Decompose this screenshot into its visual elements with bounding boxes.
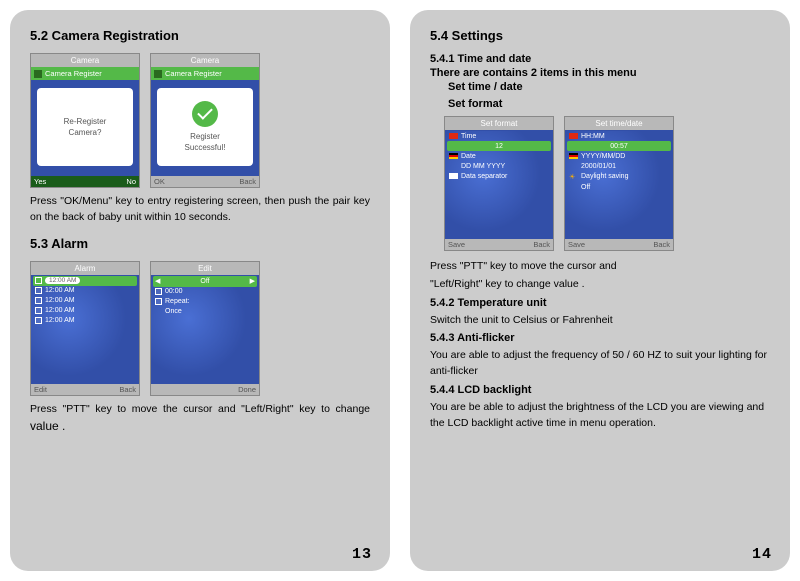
alarm-row: 12:00 AM: [33, 286, 137, 296]
check-icon: [192, 101, 218, 127]
format-row-value: 12: [447, 141, 551, 151]
heading-5-3: 5.3 Alarm: [30, 236, 370, 251]
softkey-save: Save: [448, 240, 465, 249]
edit-row: ◀Off▶: [153, 276, 257, 287]
checkbox-icon: [35, 317, 42, 324]
screen-footer: Edit Back: [31, 384, 139, 395]
edit-row: Repeat:: [153, 297, 257, 307]
softkey-save: Save: [568, 240, 585, 249]
format-row: Data separator: [447, 171, 551, 181]
td-row: HH:MM: [567, 131, 671, 141]
td-row: ☀Daylight saving: [567, 171, 671, 182]
format-row: DD MM YYYY: [447, 161, 551, 171]
screen-alarm-edit: Edit ◀Off▶ 00:00 Repeat: Once Done: [150, 261, 260, 396]
index-box: [154, 70, 162, 78]
page-number: 14: [752, 546, 772, 563]
edit-row: Once: [153, 307, 257, 317]
heading-5-4: 5.4 Settings: [430, 28, 770, 43]
dialog-success: Register Successful!: [157, 88, 253, 166]
screen-header: Edit: [151, 262, 259, 275]
text-5-2: Press "OK/Menu" key to entry registering…: [30, 194, 370, 226]
heading-5-4-3: 5.4.3 Anti-flicker: [430, 332, 770, 344]
screen-alarm-list: Alarm 12:00 AM 12:00 AM 12:00 AM 12:00 A…: [30, 261, 140, 396]
dialog-reregister: Re-Register Camera?: [37, 88, 133, 166]
screen-camera-register-success: Camera Camera Register Register Successf…: [150, 53, 260, 188]
index-box: [34, 70, 42, 78]
flag-icon: [449, 173, 458, 179]
heading-5-2: 5.2 Camera Registration: [30, 28, 370, 43]
screen-header: Alarm: [31, 262, 139, 275]
screen-footer: Save Back: [445, 239, 553, 250]
softkey-back: Back: [119, 385, 136, 394]
text-5-4-3: You are able to adjust the frequency of …: [430, 348, 770, 380]
screen-footer: Yes No: [31, 176, 139, 187]
alarm-row: 12:00 AM: [33, 316, 137, 326]
alarm-list: 12:00 AM 12:00 AM 12:00 AM 12:00 AM 12:0…: [33, 276, 137, 326]
td-row: Off: [567, 182, 671, 192]
alarm-row: 12:00 AM: [33, 296, 137, 306]
softkey-yes: Yes: [34, 177, 46, 186]
heading-5-4-1: 5.4.1 Time and date: [430, 53, 770, 65]
screen-camera-register-prompt: Camera Camera Register Re-Register Camer…: [30, 53, 140, 188]
text-5-3: Press "PTT" key to move the cursor and "…: [30, 402, 370, 437]
text-5-4-1b: "Left/Right" key to change value .: [430, 277, 770, 293]
alarm-row: 12:00 AM: [33, 276, 137, 286]
format-list: Time 12 Date DD MM YYYY Data separator: [447, 131, 551, 181]
screen-set-format: Set format Time 12 Date DD MM YYYY Data …: [444, 116, 554, 251]
edit-row: 00:00: [153, 287, 257, 297]
intro-text: There are contains 2 items in this menu: [430, 67, 770, 79]
format-row: Time: [447, 131, 551, 141]
screen-header: Camera: [151, 54, 259, 67]
td-row-value: 00:57: [567, 141, 671, 151]
screen-footer: Done: [151, 384, 259, 395]
checkbox-icon: [35, 297, 42, 304]
softkey-done: Done: [238, 385, 256, 394]
softkey-back: Back: [653, 240, 670, 249]
camera-screens-row: Camera Camera Register Re-Register Camer…: [30, 53, 370, 188]
screen-subheader: Camera Register: [31, 67, 139, 80]
heading-5-4-2: 5.4.2 Temperature unit: [430, 297, 770, 309]
text-5-4-4: You are be able to adjust the brightness…: [430, 400, 770, 432]
settings-screens-row: Set format Time 12 Date DD MM YYYY Data …: [444, 116, 770, 251]
page-right: 5.4 Settings 5.4.1 Time and date There a…: [410, 10, 790, 571]
alarm-screens-row: Alarm 12:00 AM 12:00 AM 12:00 AM 12:00 A…: [30, 261, 370, 396]
softkey-edit: Edit: [34, 385, 47, 394]
text-5-4-1a: Press "PTT" key to move the cursor and: [430, 259, 770, 275]
screen-subheader: Camera Register: [151, 67, 259, 80]
td-row: YYYY/MM/DD: [567, 151, 671, 161]
flag-icon: [569, 153, 578, 159]
screen-footer: Save Back: [565, 239, 673, 250]
edit-list: ◀Off▶ 00:00 Repeat: Once: [153, 276, 257, 317]
softkey-back: Back: [533, 240, 550, 249]
screen-header: Set time/date: [565, 117, 673, 130]
flag-icon: [449, 153, 458, 159]
flag-icon: [449, 133, 458, 139]
screen-footer: OK Back: [151, 176, 259, 187]
checkbox-icon: [35, 307, 42, 314]
screen-header: Set format: [445, 117, 553, 130]
icon: [155, 298, 162, 305]
screen-set-time-date: Set time/date HH:MM 00:57 YYYY/MM/DD 200…: [564, 116, 674, 251]
softkey-back: Back: [239, 177, 256, 186]
softkey-no: No: [126, 177, 136, 186]
heading-5-4-4: 5.4.4 LCD backlight: [430, 384, 770, 396]
page-left: 5.2 Camera Registration Camera Camera Re…: [10, 10, 390, 571]
text-5-4-2: Switch the unit to Celsius or Fahrenheit: [430, 313, 770, 329]
timedate-list: HH:MM 00:57 YYYY/MM/DD 2000/01/01 ☀Dayli…: [567, 131, 671, 192]
td-row: 2000/01/01: [567, 161, 671, 171]
format-row: Date: [447, 151, 551, 161]
checkbox-icon: [35, 277, 42, 284]
indent-set-time: Set time / date: [448, 79, 770, 96]
indent-set-format: Set format: [448, 96, 770, 113]
screen-header: Camera: [31, 54, 139, 67]
softkey-ok: OK: [154, 177, 165, 186]
icon: [155, 288, 162, 295]
alarm-row: 12:00 AM: [33, 306, 137, 316]
checkbox-icon: [35, 287, 42, 294]
flag-icon: [569, 133, 578, 139]
page-number: 13: [352, 546, 372, 563]
